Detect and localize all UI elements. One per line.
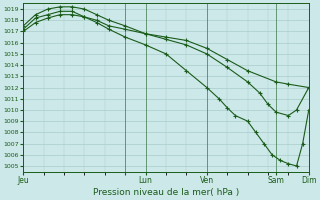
X-axis label: Pression niveau de la mer( hPa ): Pression niveau de la mer( hPa ) — [93, 188, 239, 197]
